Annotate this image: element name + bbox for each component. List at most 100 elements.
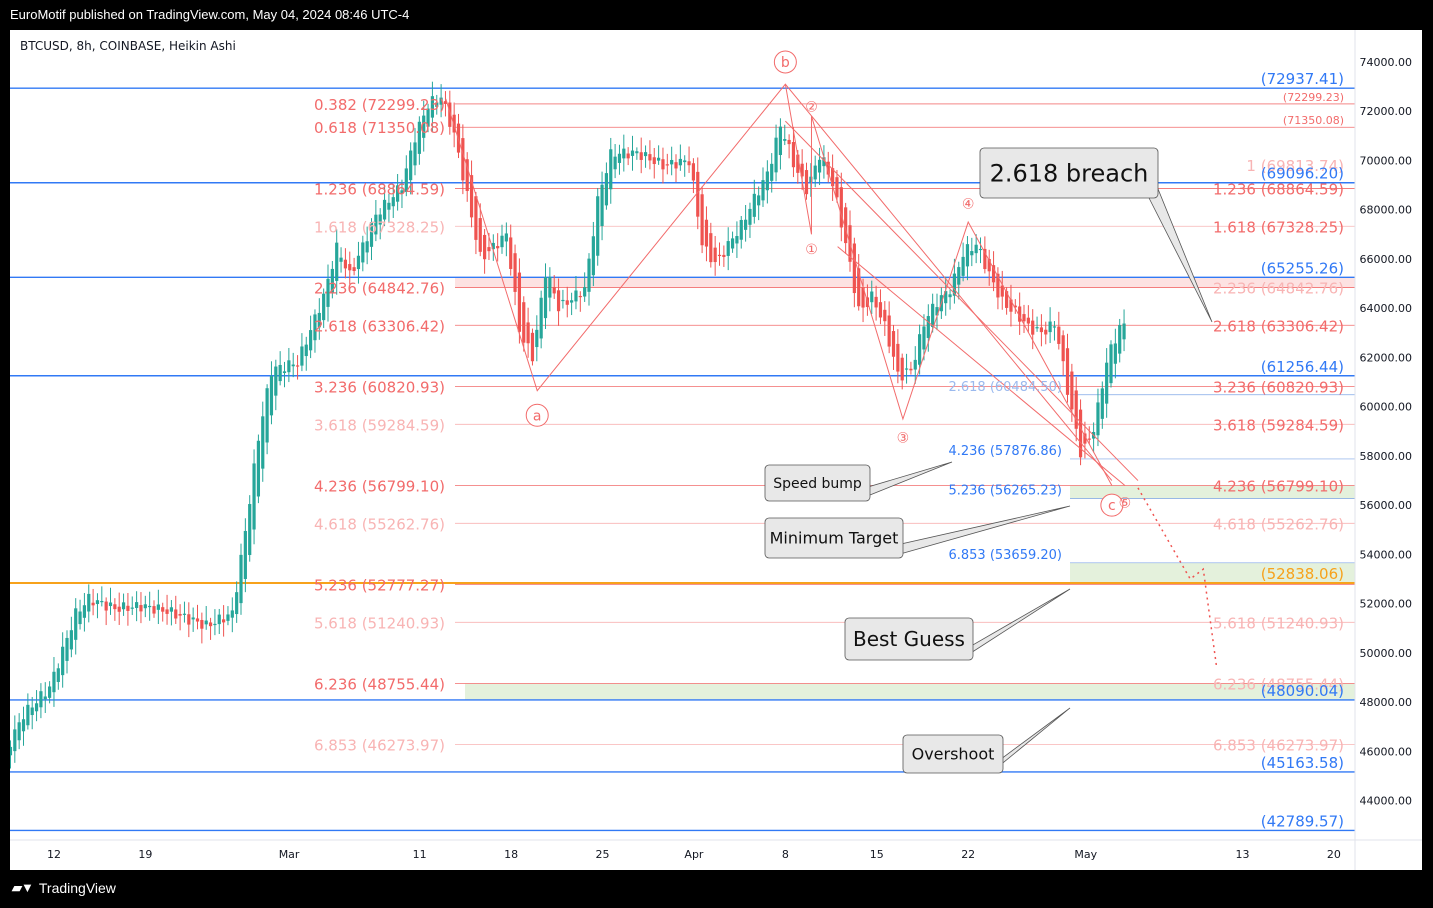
wave-label: a: [533, 408, 542, 424]
candle-body: [156, 604, 160, 610]
candle-body: [639, 152, 643, 160]
wave-label: ①: [805, 242, 818, 258]
symbol-label: BTCUSD, 8h, COINBASE, Heikin Ashi: [20, 39, 236, 53]
candle-body: [1005, 291, 1009, 308]
drawings-layer: [445, 83, 1218, 666]
chart-panel[interactable]: 0.382 (72299.23) 0.618 (71350.08) 1.236 (6…: [0, 30, 1422, 870]
candle-body: [543, 277, 548, 319]
callout-box: [764, 464, 871, 502]
candle-body: [335, 242, 339, 281]
candle-body: [826, 161, 830, 175]
candle-body: [648, 154, 652, 161]
candle-body: [282, 371, 287, 374]
channel-line-upper: [785, 120, 1139, 481]
candle-body: [739, 219, 743, 240]
candle-body: [1039, 327, 1044, 333]
candle-body: [622, 148, 626, 159]
candle-body: [1087, 438, 1091, 440]
time-tick-label: 18: [504, 848, 518, 861]
candle-body: [361, 242, 365, 263]
candle-body: [169, 607, 174, 612]
candle-body: [504, 233, 508, 242]
candle-body: [944, 291, 948, 304]
candle-body: [691, 163, 696, 181]
candle-body: [295, 365, 300, 367]
candle-body: [278, 364, 282, 382]
candle-body: [1113, 343, 1117, 364]
price-tick-label: 60000.00: [1360, 401, 1413, 414]
fib-label-right: 4.618 (55262.76): [1213, 515, 1344, 533]
fib-label-right: 1 (69813.74): [1246, 157, 1344, 175]
candle-body: [300, 346, 304, 366]
candle-body: [617, 153, 622, 163]
labels-layer: 0.382 (72299.23) 0.618 (71350.08) 1.236 (6…: [314, 50, 1344, 830]
candle-body: [770, 163, 774, 181]
candle-body: [983, 248, 987, 270]
fib-label-left: 0.618 (71350.08): [314, 119, 445, 137]
wave-label: ④: [962, 197, 975, 213]
fib-label-left: 3.236 (60820.93): [314, 378, 445, 396]
fib-label-left: 1.618 (67328.25): [314, 218, 445, 236]
blue-level-label: (42789.57): [1261, 812, 1344, 830]
candle-body: [491, 242, 495, 250]
candle-body: [744, 219, 748, 230]
fib-label-left: 3.618 (59284.59): [314, 416, 445, 434]
candle-body: [891, 331, 896, 357]
candle-body: [182, 613, 187, 615]
candle-body: [400, 190, 404, 194]
candle-body: [126, 605, 130, 611]
candle-body: [1035, 327, 1039, 329]
candle-body: [661, 159, 665, 170]
price-chart[interactable]: 0.382 (72299.23) 0.618 (71350.08) 1.236 (6…: [0, 30, 1422, 870]
fib-label-left: 4.618 (55262.76): [314, 515, 445, 533]
candle-body: [683, 160, 687, 163]
candle-body: [91, 602, 95, 606]
wave-label-circle: [1100, 493, 1124, 517]
candle-body: [435, 102, 439, 107]
fib-label-right: 6.236 (48755.44): [1213, 676, 1344, 694]
candle-body: [317, 312, 321, 328]
candle-body: [904, 368, 909, 370]
candle-body: [565, 300, 569, 305]
candle-body: [430, 96, 435, 118]
blue-level-label: (69096.20): [1261, 165, 1344, 183]
blue-level-label: (65255.26): [1261, 259, 1344, 277]
candle-body: [1048, 321, 1052, 333]
candle-body: [52, 671, 56, 693]
candle-body: [391, 197, 395, 207]
fib-label-right: 3.236 (60820.93): [1213, 378, 1344, 396]
callout-pointer: [858, 461, 953, 500]
candle-body: [1065, 348, 1070, 395]
candle-body: [148, 605, 152, 608]
candle-body: [643, 152, 648, 157]
candle-body: [261, 416, 265, 469]
candle-body: [330, 268, 334, 293]
price-tick-label: 68000.00: [1360, 204, 1413, 217]
fib-label-right: 3.618 (59284.59): [1213, 416, 1344, 434]
candle-body: [522, 302, 526, 343]
candle-body: [461, 138, 465, 181]
candle-body: [817, 159, 822, 173]
candle-body: [1026, 317, 1030, 324]
candle-body: [696, 171, 700, 217]
candle-body: [139, 605, 143, 612]
candle-body: [269, 375, 274, 416]
inner-fib-label: 4.236 (57876.86): [948, 444, 1062, 459]
candle-body: [909, 368, 913, 371]
wave-label: c: [1108, 498, 1116, 514]
candle-body: [674, 162, 678, 169]
fib-label-right: 1.236 (68864.59): [1213, 180, 1344, 198]
candle-body: [243, 530, 247, 579]
fib-label-left: 0.382 (72299.23): [314, 96, 445, 114]
fib-label-right: 5.618 (51240.93): [1213, 614, 1344, 632]
candle-body: [530, 332, 535, 362]
candle-body: [252, 463, 256, 530]
candle-body: [21, 719, 26, 732]
candle-body: [222, 619, 226, 623]
inner-fib-label: 6.853 (53659.20): [948, 548, 1062, 563]
overshoot-zone: [465, 683, 1355, 700]
brand[interactable]: ▰▼ TradingView: [12, 880, 116, 896]
candle-body: [717, 254, 722, 257]
candle-body: [857, 268, 861, 307]
candle-body: [443, 101, 448, 104]
